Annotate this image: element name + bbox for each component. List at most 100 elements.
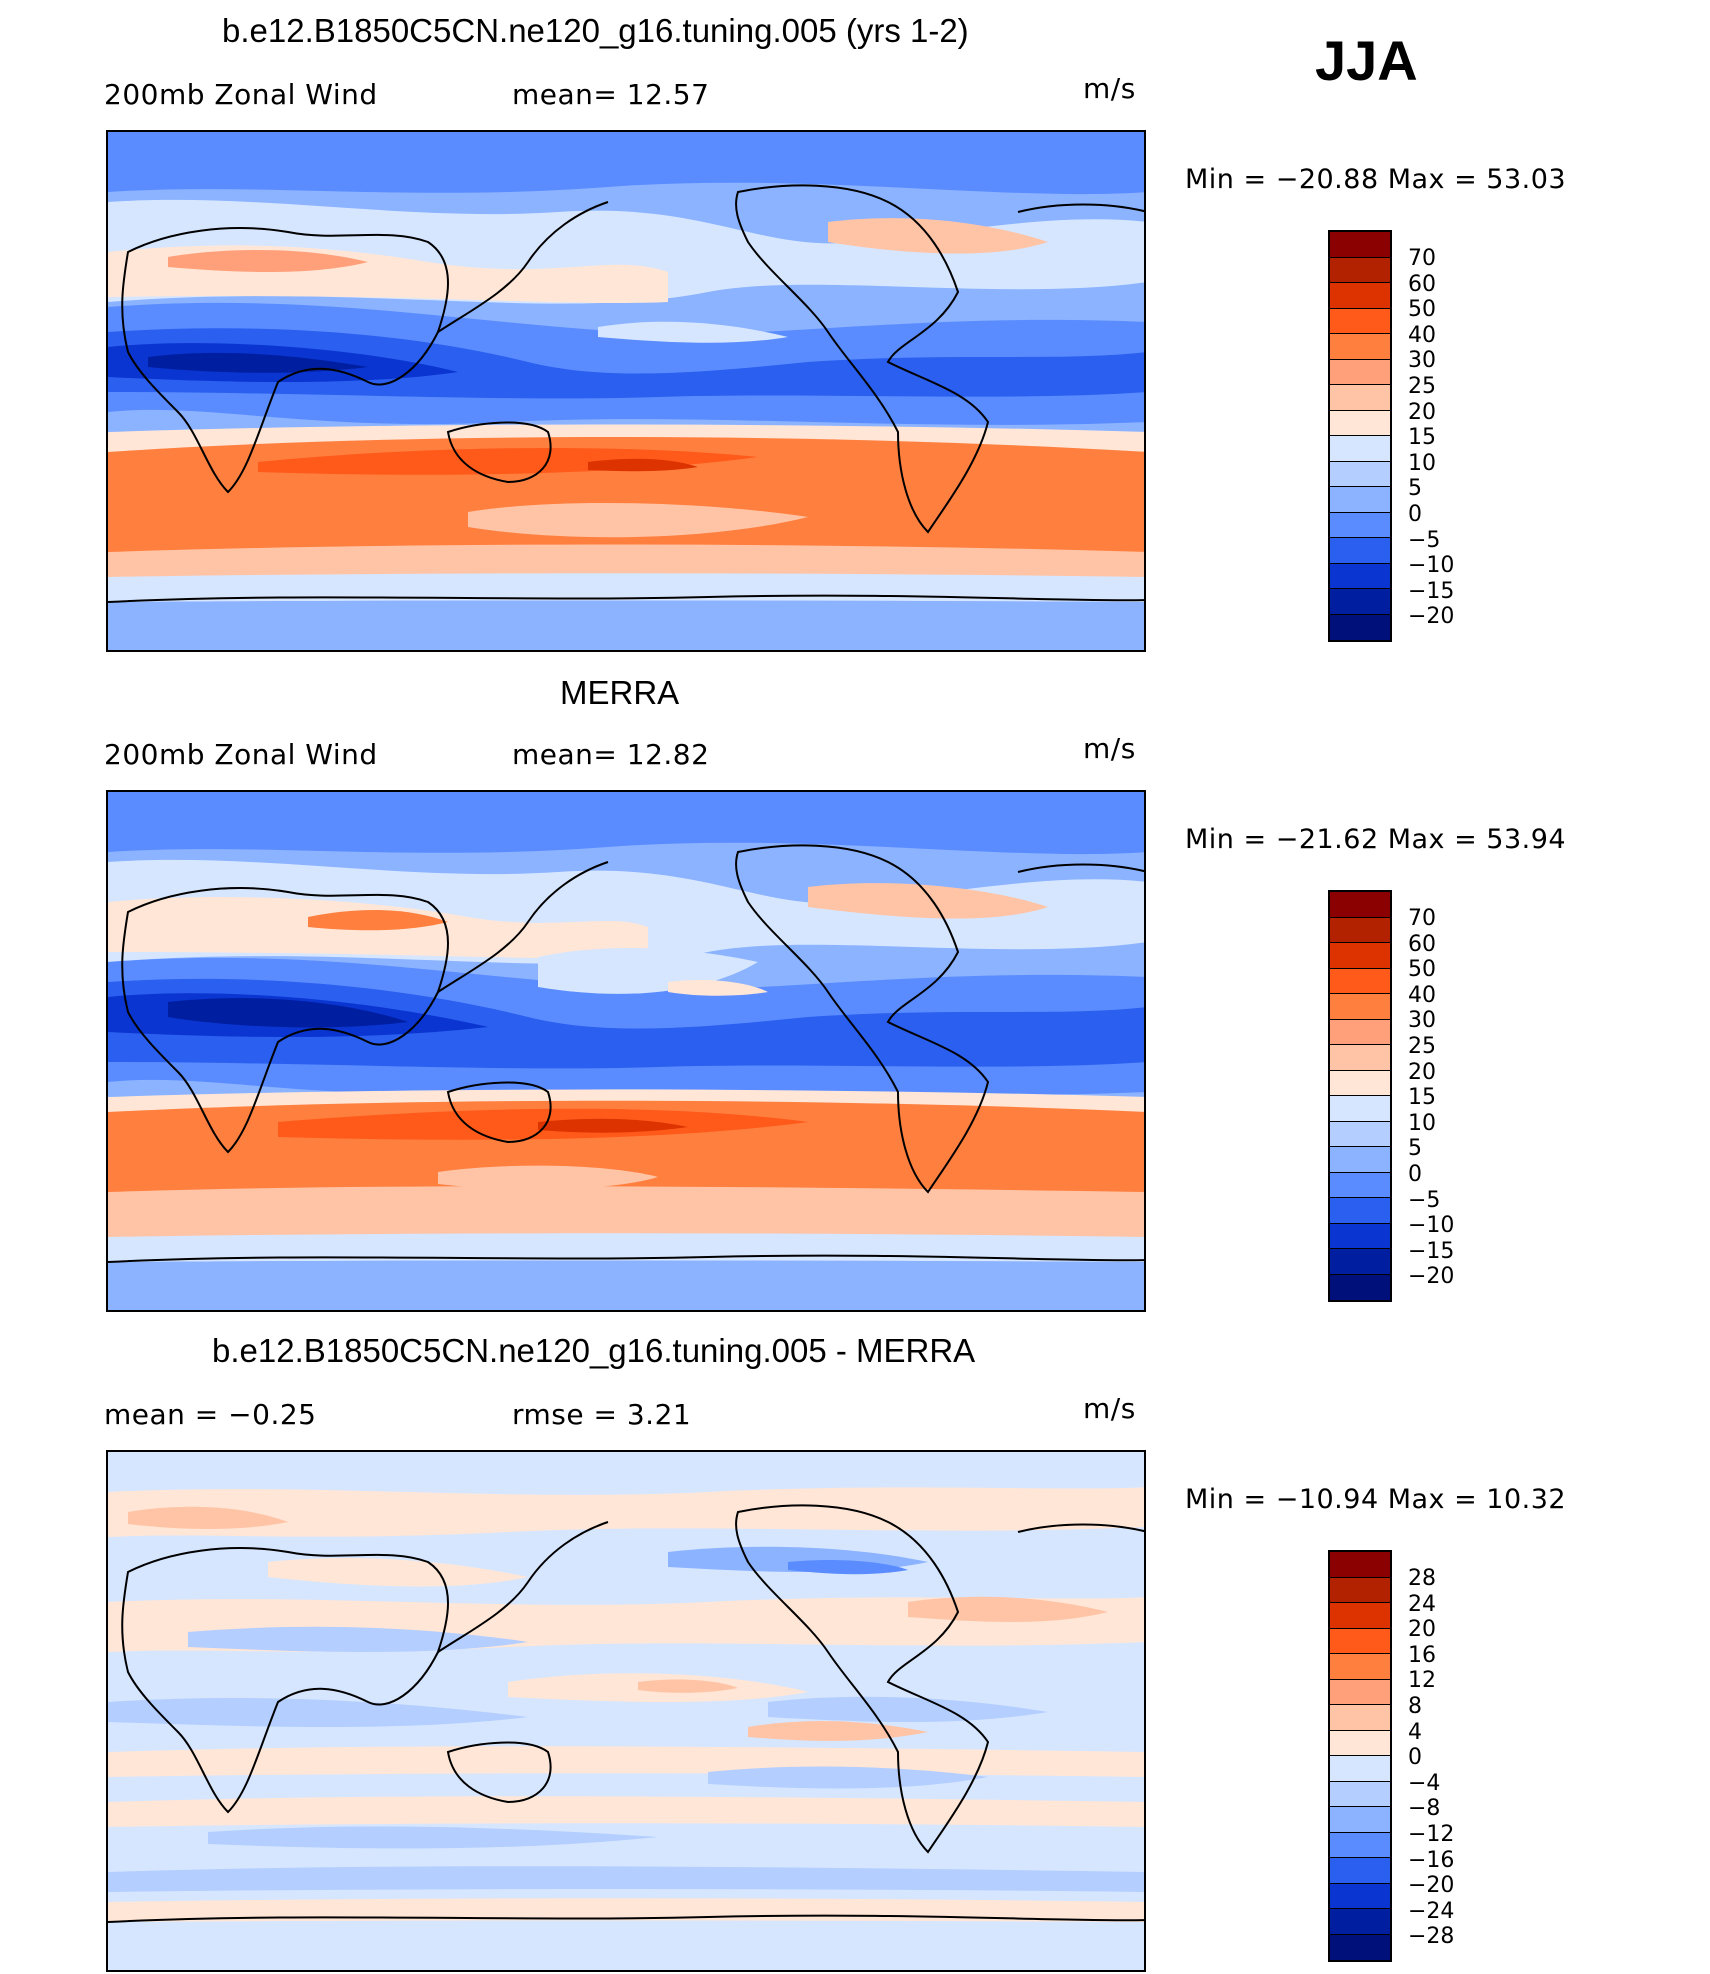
panel-3-colorbar-cell-6	[1330, 1705, 1390, 1731]
panel-2-minmax: Min = −21.62 Max = 53.94	[1185, 824, 1567, 855]
cb3-label-6: 4	[1408, 1720, 1422, 1745]
panel-2-colorbar-cell-5	[1330, 1019, 1390, 1045]
cb3-label-5: 8	[1408, 1694, 1422, 1719]
panel-1-colorbar-cell-9	[1330, 461, 1390, 487]
cb2-label-10: 0	[1408, 1162, 1422, 1187]
cb2-label-13: −15	[1408, 1239, 1455, 1264]
panel-3-colorbar-cell-10	[1330, 1807, 1390, 1833]
panel-3-colorbar-cell-15	[1330, 1934, 1390, 1960]
cb1-label-14: −20	[1408, 604, 1455, 629]
panel-2-colorbar-cell-14	[1330, 1249, 1390, 1275]
panel-1-colorbar-cell-1	[1330, 257, 1390, 283]
cb3-label-13: −24	[1408, 1899, 1455, 1924]
panel-2-colorbar-cell-13	[1330, 1223, 1390, 1249]
cb2-label-2: 50	[1408, 957, 1436, 982]
panel-2-contour-field	[108, 792, 1144, 1310]
cb2-label-9: 5	[1408, 1136, 1422, 1161]
panel-1-colorbar-cell-15	[1330, 614, 1390, 640]
cb1-label-8: 10	[1408, 451, 1436, 476]
cb1-label-6: 20	[1408, 400, 1436, 425]
panel-2-colorbar-cell-10	[1330, 1147, 1390, 1173]
panel-1-units-label: m/s	[1083, 72, 1136, 105]
panel-2-colorbar-cell-8	[1330, 1096, 1390, 1122]
cb3-label-7: 0	[1408, 1745, 1422, 1770]
cb2-label-5: 25	[1408, 1034, 1436, 1059]
panel-1-variable-label: 200mb Zonal Wind	[104, 78, 378, 111]
panel-2-colorbar	[1328, 890, 1392, 1302]
cb3-label-0: 28	[1408, 1566, 1436, 1591]
cb1-label-4: 30	[1408, 348, 1436, 373]
panel-3-units-label: m/s	[1083, 1392, 1136, 1425]
cb1-label-2: 50	[1408, 297, 1436, 322]
cb2-label-14: −20	[1408, 1264, 1455, 1289]
cb2-label-6: 20	[1408, 1060, 1436, 1085]
panel-1-minmax: Min = −20.88 Max = 53.03	[1185, 164, 1567, 195]
panel-1-colorbar	[1328, 230, 1392, 642]
cb1-label-0: 70	[1408, 246, 1436, 271]
cb3-label-1: 24	[1408, 1592, 1436, 1617]
panel-2-colorbar-cell-11	[1330, 1172, 1390, 1198]
cb1-label-12: −10	[1408, 553, 1455, 578]
cb1-label-7: 15	[1408, 425, 1436, 450]
cb2-label-11: −5	[1408, 1188, 1441, 1213]
cb2-label-4: 30	[1408, 1008, 1436, 1033]
panel-3-colorbar-cell-14	[1330, 1909, 1390, 1935]
panel-3-rmse-label: rmse = 3.21	[512, 1398, 692, 1431]
panel-1-colorbar-cell-5	[1330, 359, 1390, 385]
cb3-label-3: 16	[1408, 1643, 1436, 1668]
panel-1-colorbar-cell-14	[1330, 589, 1390, 615]
cb3-label-4: 12	[1408, 1668, 1436, 1693]
cb2-label-7: 15	[1408, 1085, 1436, 1110]
panel-3-colorbar	[1328, 1550, 1392, 1962]
panel-1-colorbar-cell-13	[1330, 563, 1390, 589]
panel-2-colorbar-cell-15	[1330, 1274, 1390, 1300]
panel-3-contour-field	[108, 1452, 1144, 1970]
panel-2-colorbar-cell-3	[1330, 968, 1390, 994]
panel-3-minmax: Min = −10.94 Max = 10.32	[1185, 1484, 1567, 1515]
cb3-label-8: −4	[1408, 1771, 1441, 1796]
panel-1-colorbar-cell-8	[1330, 436, 1390, 462]
panel-1-contour-field	[108, 132, 1144, 650]
panel-3-colorbar-cell-0	[1330, 1552, 1390, 1578]
panel-1-colorbar-cell-4	[1330, 334, 1390, 360]
panel-2-colorbar-cell-6	[1330, 1045, 1390, 1071]
cb3-label-11: −16	[1408, 1848, 1455, 1873]
cb1-label-13: −15	[1408, 579, 1455, 604]
cb2-label-8: 10	[1408, 1111, 1436, 1136]
cb3-label-12: −20	[1408, 1873, 1455, 1898]
season-label: JJA	[1315, 29, 1418, 92]
panel-2-colorbar-cell-1	[1330, 917, 1390, 943]
panel-3-colorbar-cell-7	[1330, 1730, 1390, 1756]
cb2-label-12: −10	[1408, 1213, 1455, 1238]
panel-2-map	[106, 790, 1146, 1312]
cb3-label-10: −12	[1408, 1822, 1455, 1847]
panel-2-colorbar-cell-0	[1330, 892, 1390, 918]
panel-1-colorbar-cell-0	[1330, 232, 1390, 258]
panel-3-colorbar-cell-13	[1330, 1883, 1390, 1909]
panel-1-colorbar-cell-2	[1330, 283, 1390, 309]
panel-3-colorbar-cell-12	[1330, 1858, 1390, 1884]
panel-3-colorbar-cell-8	[1330, 1756, 1390, 1782]
panel-2-colorbar-cell-2	[1330, 943, 1390, 969]
panel-1-title: b.e12.B1850C5CN.ne120_g16.tuning.005 (yr…	[222, 12, 969, 49]
cb3-label-14: −28	[1408, 1924, 1455, 1949]
panel-3-title: b.e12.B1850C5CN.ne120_g16.tuning.005 - M…	[212, 1332, 976, 1369]
panel-3-colorbar-cell-11	[1330, 1832, 1390, 1858]
panel-3-map	[106, 1450, 1146, 1972]
panel-2-variable-label: 200mb Zonal Wind	[104, 738, 378, 771]
panel-1-colorbar-cell-10	[1330, 487, 1390, 513]
cb1-label-3: 40	[1408, 323, 1436, 348]
panel-2-title: MERRA	[560, 674, 680, 711]
cb3-label-2: 20	[1408, 1617, 1436, 1642]
panel-3-colorbar-cell-9	[1330, 1781, 1390, 1807]
cb2-label-3: 40	[1408, 983, 1436, 1008]
panel-2-colorbar-cell-4	[1330, 994, 1390, 1020]
panel-1-mean-label: mean= 12.57	[512, 78, 710, 111]
cb1-label-5: 25	[1408, 374, 1436, 399]
panel-3-colorbar-cell-4	[1330, 1654, 1390, 1680]
panel-1-colorbar-cell-7	[1330, 410, 1390, 436]
cb2-label-0: 70	[1408, 906, 1436, 931]
panel-3-colorbar-cell-1	[1330, 1577, 1390, 1603]
cb1-label-10: 0	[1408, 502, 1422, 527]
panel-2-colorbar-cell-12	[1330, 1198, 1390, 1224]
